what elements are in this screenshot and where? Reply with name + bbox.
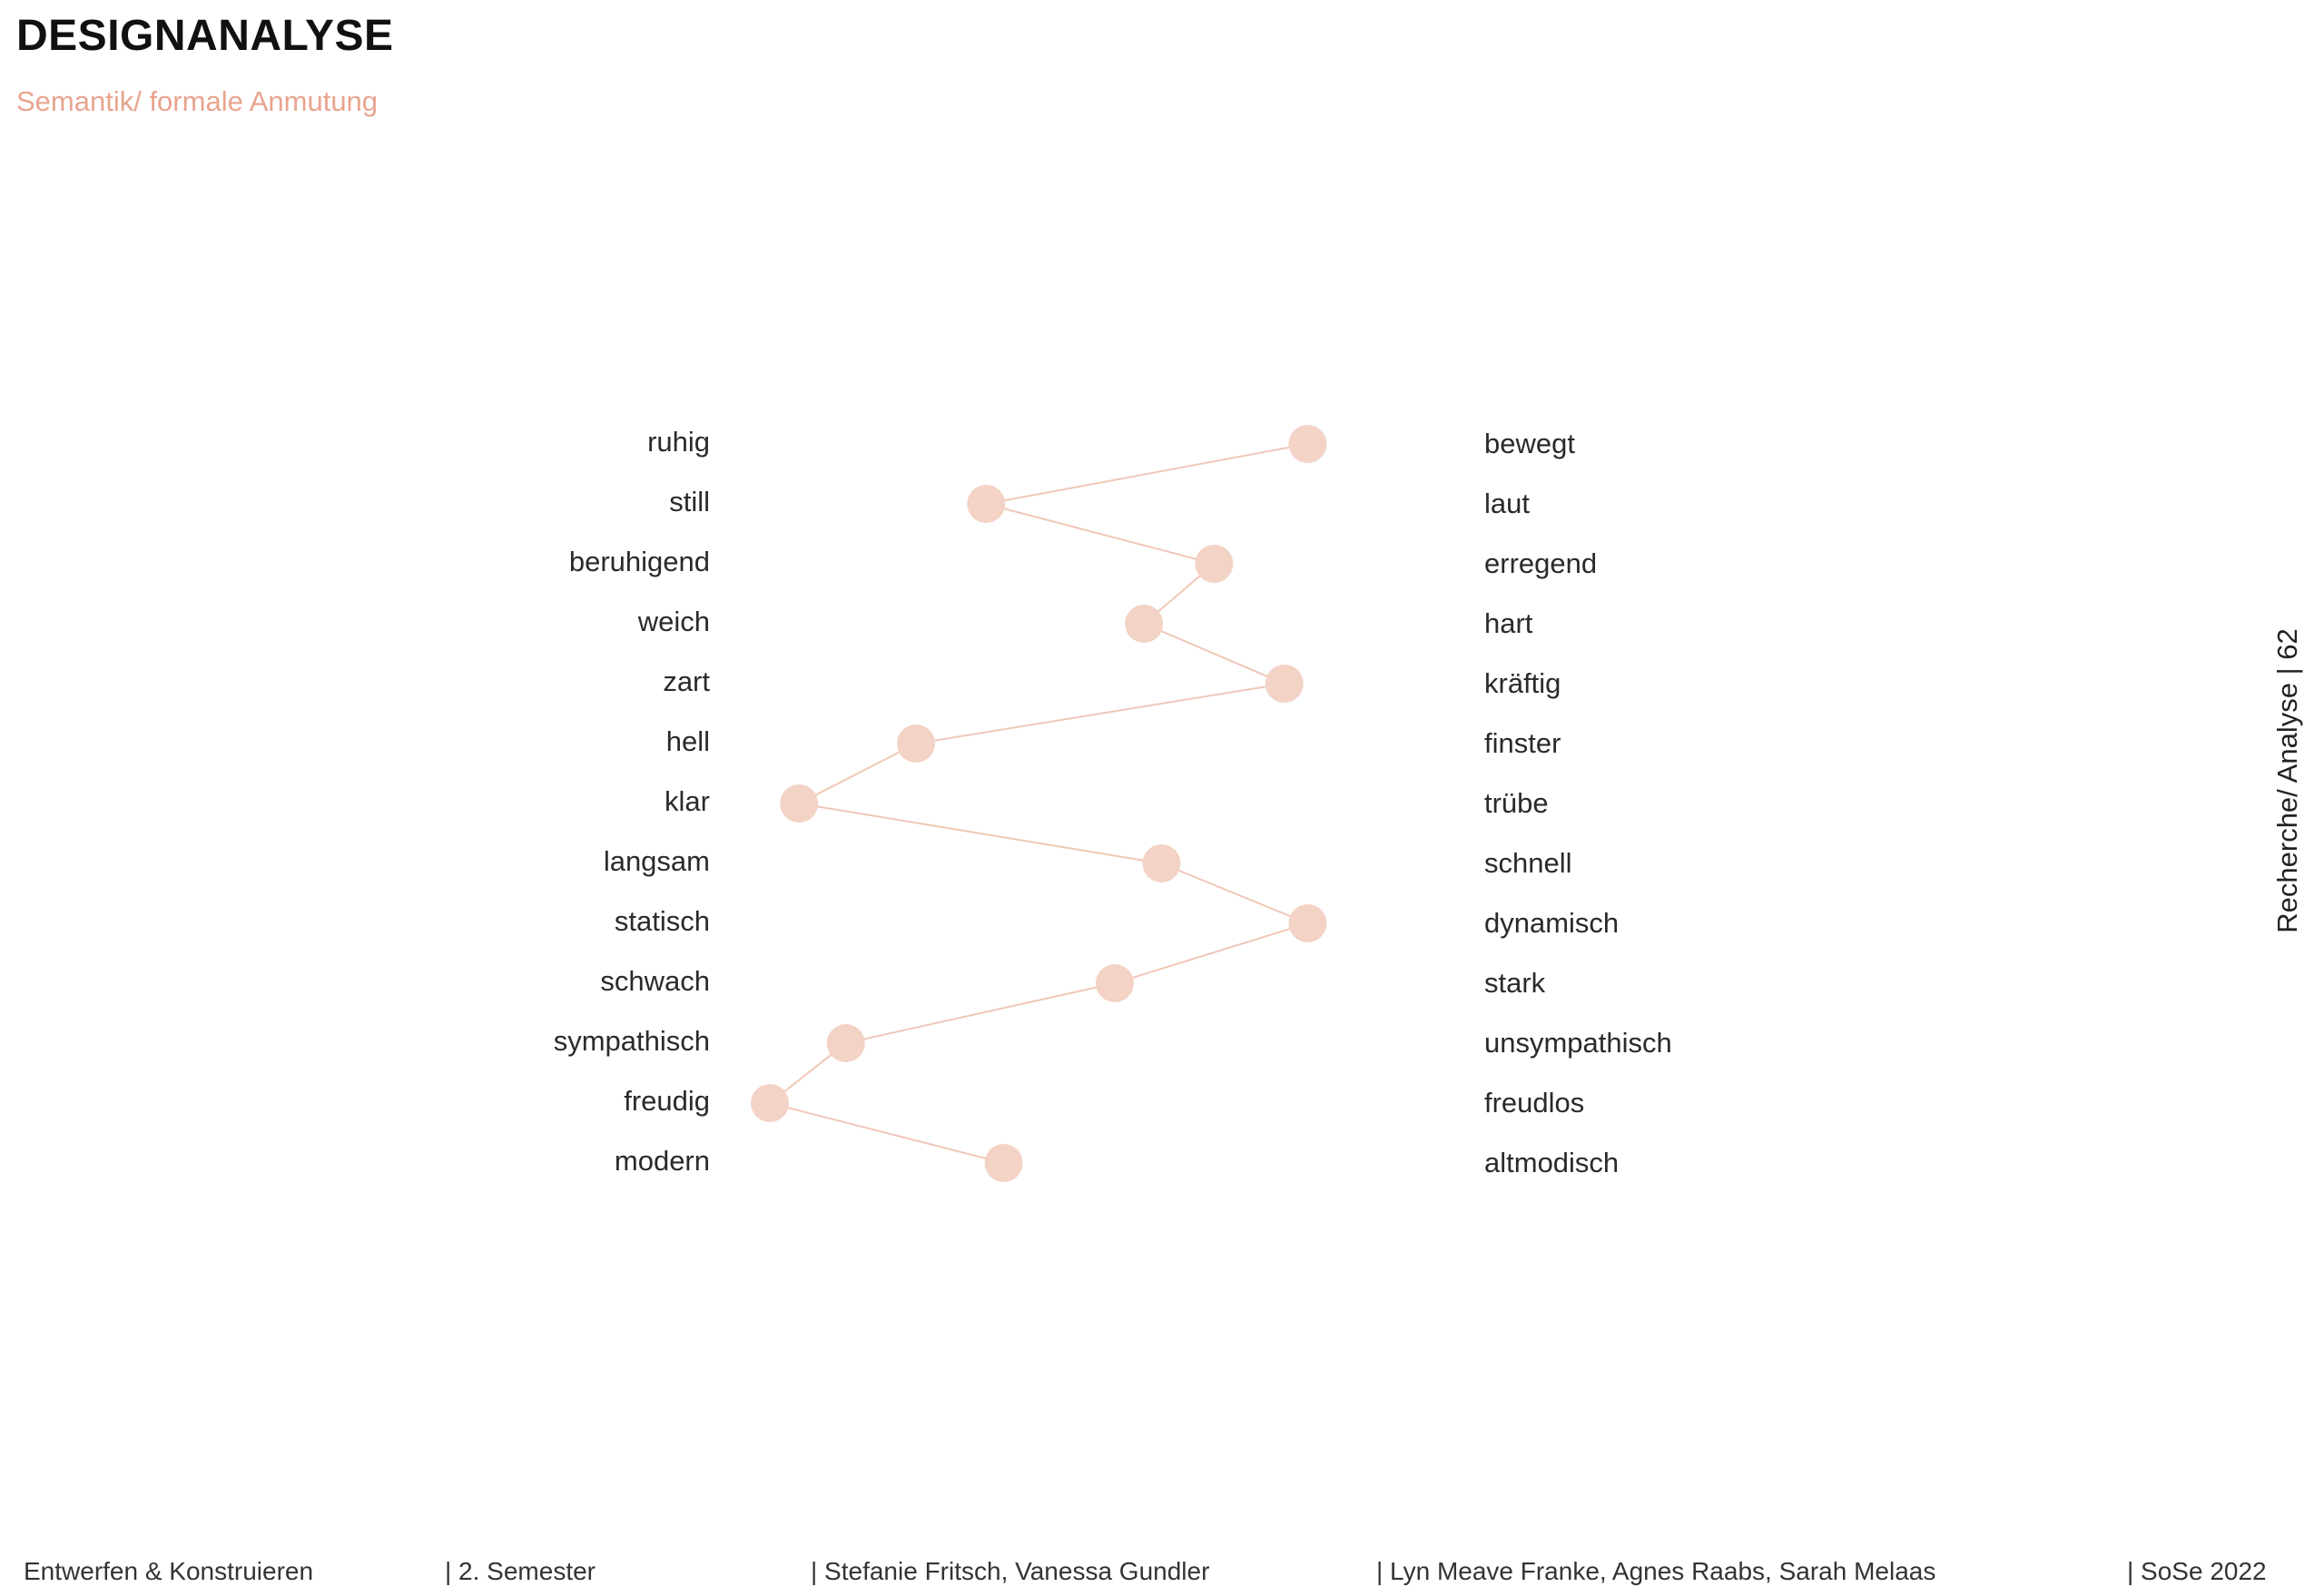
profile-line-segment: [986, 503, 1215, 565]
footer-teachers: | Stefanie Fritsch, Vanessa Gundler: [811, 1557, 1210, 1585]
left-adjective-label: sympathisch: [554, 1025, 710, 1057]
left-adjective-label: freudig: [624, 1085, 710, 1117]
profile-point: [1125, 605, 1164, 643]
profile-line-segment: [1161, 862, 1308, 924]
right-adjective-label: dynamisch: [1484, 907, 1619, 939]
footer-semester: | 2. Semester: [445, 1557, 596, 1585]
profile-point: [897, 724, 935, 763]
profile-point: [1095, 964, 1134, 1002]
left-adjective-label: schwach: [600, 965, 710, 997]
profile-line-segment: [799, 803, 1162, 864]
left-adjective-label: still: [669, 486, 710, 518]
left-adjective-label: weich: [637, 606, 710, 637]
left-adjective-label: beruhigend: [569, 546, 710, 577]
profile-line-segment: [915, 683, 1285, 744]
right-adjective-label: stark: [1484, 967, 1546, 999]
profile-line-segment: [845, 982, 1116, 1044]
profile-point: [1195, 545, 1234, 583]
footer-term: | SoSe 2022: [2127, 1557, 2267, 1585]
profile-point: [1142, 844, 1181, 882]
right-adjective-label: hart: [1484, 607, 1533, 639]
left-adjective-label: ruhig: [647, 426, 710, 458]
section-page-label: Recherche/ Analyse | 62: [2271, 628, 2303, 933]
profile-line-segment: [1143, 623, 1285, 685]
right-adjective-label: altmodisch: [1484, 1147, 1619, 1178]
right-adjective-label: trübe: [1484, 787, 1549, 819]
right-adjective-label: finster: [1484, 727, 1561, 759]
profile-line-segment: [769, 1102, 1004, 1164]
profile-point: [1265, 665, 1304, 703]
profile-line-segment: [1114, 922, 1308, 984]
profile-line-segment: [798, 743, 917, 804]
profile-point: [826, 1024, 865, 1062]
left-adjective-label: klar: [665, 785, 710, 817]
right-adjective-label: unsympathisch: [1484, 1027, 1672, 1059]
profile-point: [967, 485, 1006, 523]
right-adjective-label: kräftig: [1484, 667, 1561, 699]
left-adjective-label: modern: [615, 1145, 710, 1177]
right-adjective-label: bewegt: [1484, 428, 1575, 459]
left-adjective-label: statisch: [615, 905, 710, 937]
profile-point: [1288, 904, 1327, 942]
right-adjective-label: laut: [1484, 488, 1530, 519]
left-adjective-label: zart: [663, 665, 710, 697]
profile-point: [1288, 425, 1327, 463]
footer-course: Entwerfen & Konstruieren: [24, 1557, 314, 1585]
right-adjective-label: erregend: [1484, 547, 1597, 579]
profile-point: [751, 1084, 789, 1122]
right-adjective-label: schnell: [1484, 847, 1572, 879]
footer-students: | Lyn Meave Franke, Agnes Raabs, Sarah M…: [1376, 1557, 1936, 1585]
left-adjective-label: langsam: [604, 845, 710, 877]
left-adjective-label: hell: [666, 725, 710, 757]
right-adjective-label: freudlos: [1484, 1087, 1584, 1119]
profile-point: [780, 784, 819, 823]
page-subtitle: Semantik/ formale Anmutung: [16, 85, 379, 117]
page-title: DESIGNANALYSE: [16, 12, 394, 60]
profile-line-segment: [986, 443, 1308, 505]
profile-point: [984, 1144, 1023, 1182]
